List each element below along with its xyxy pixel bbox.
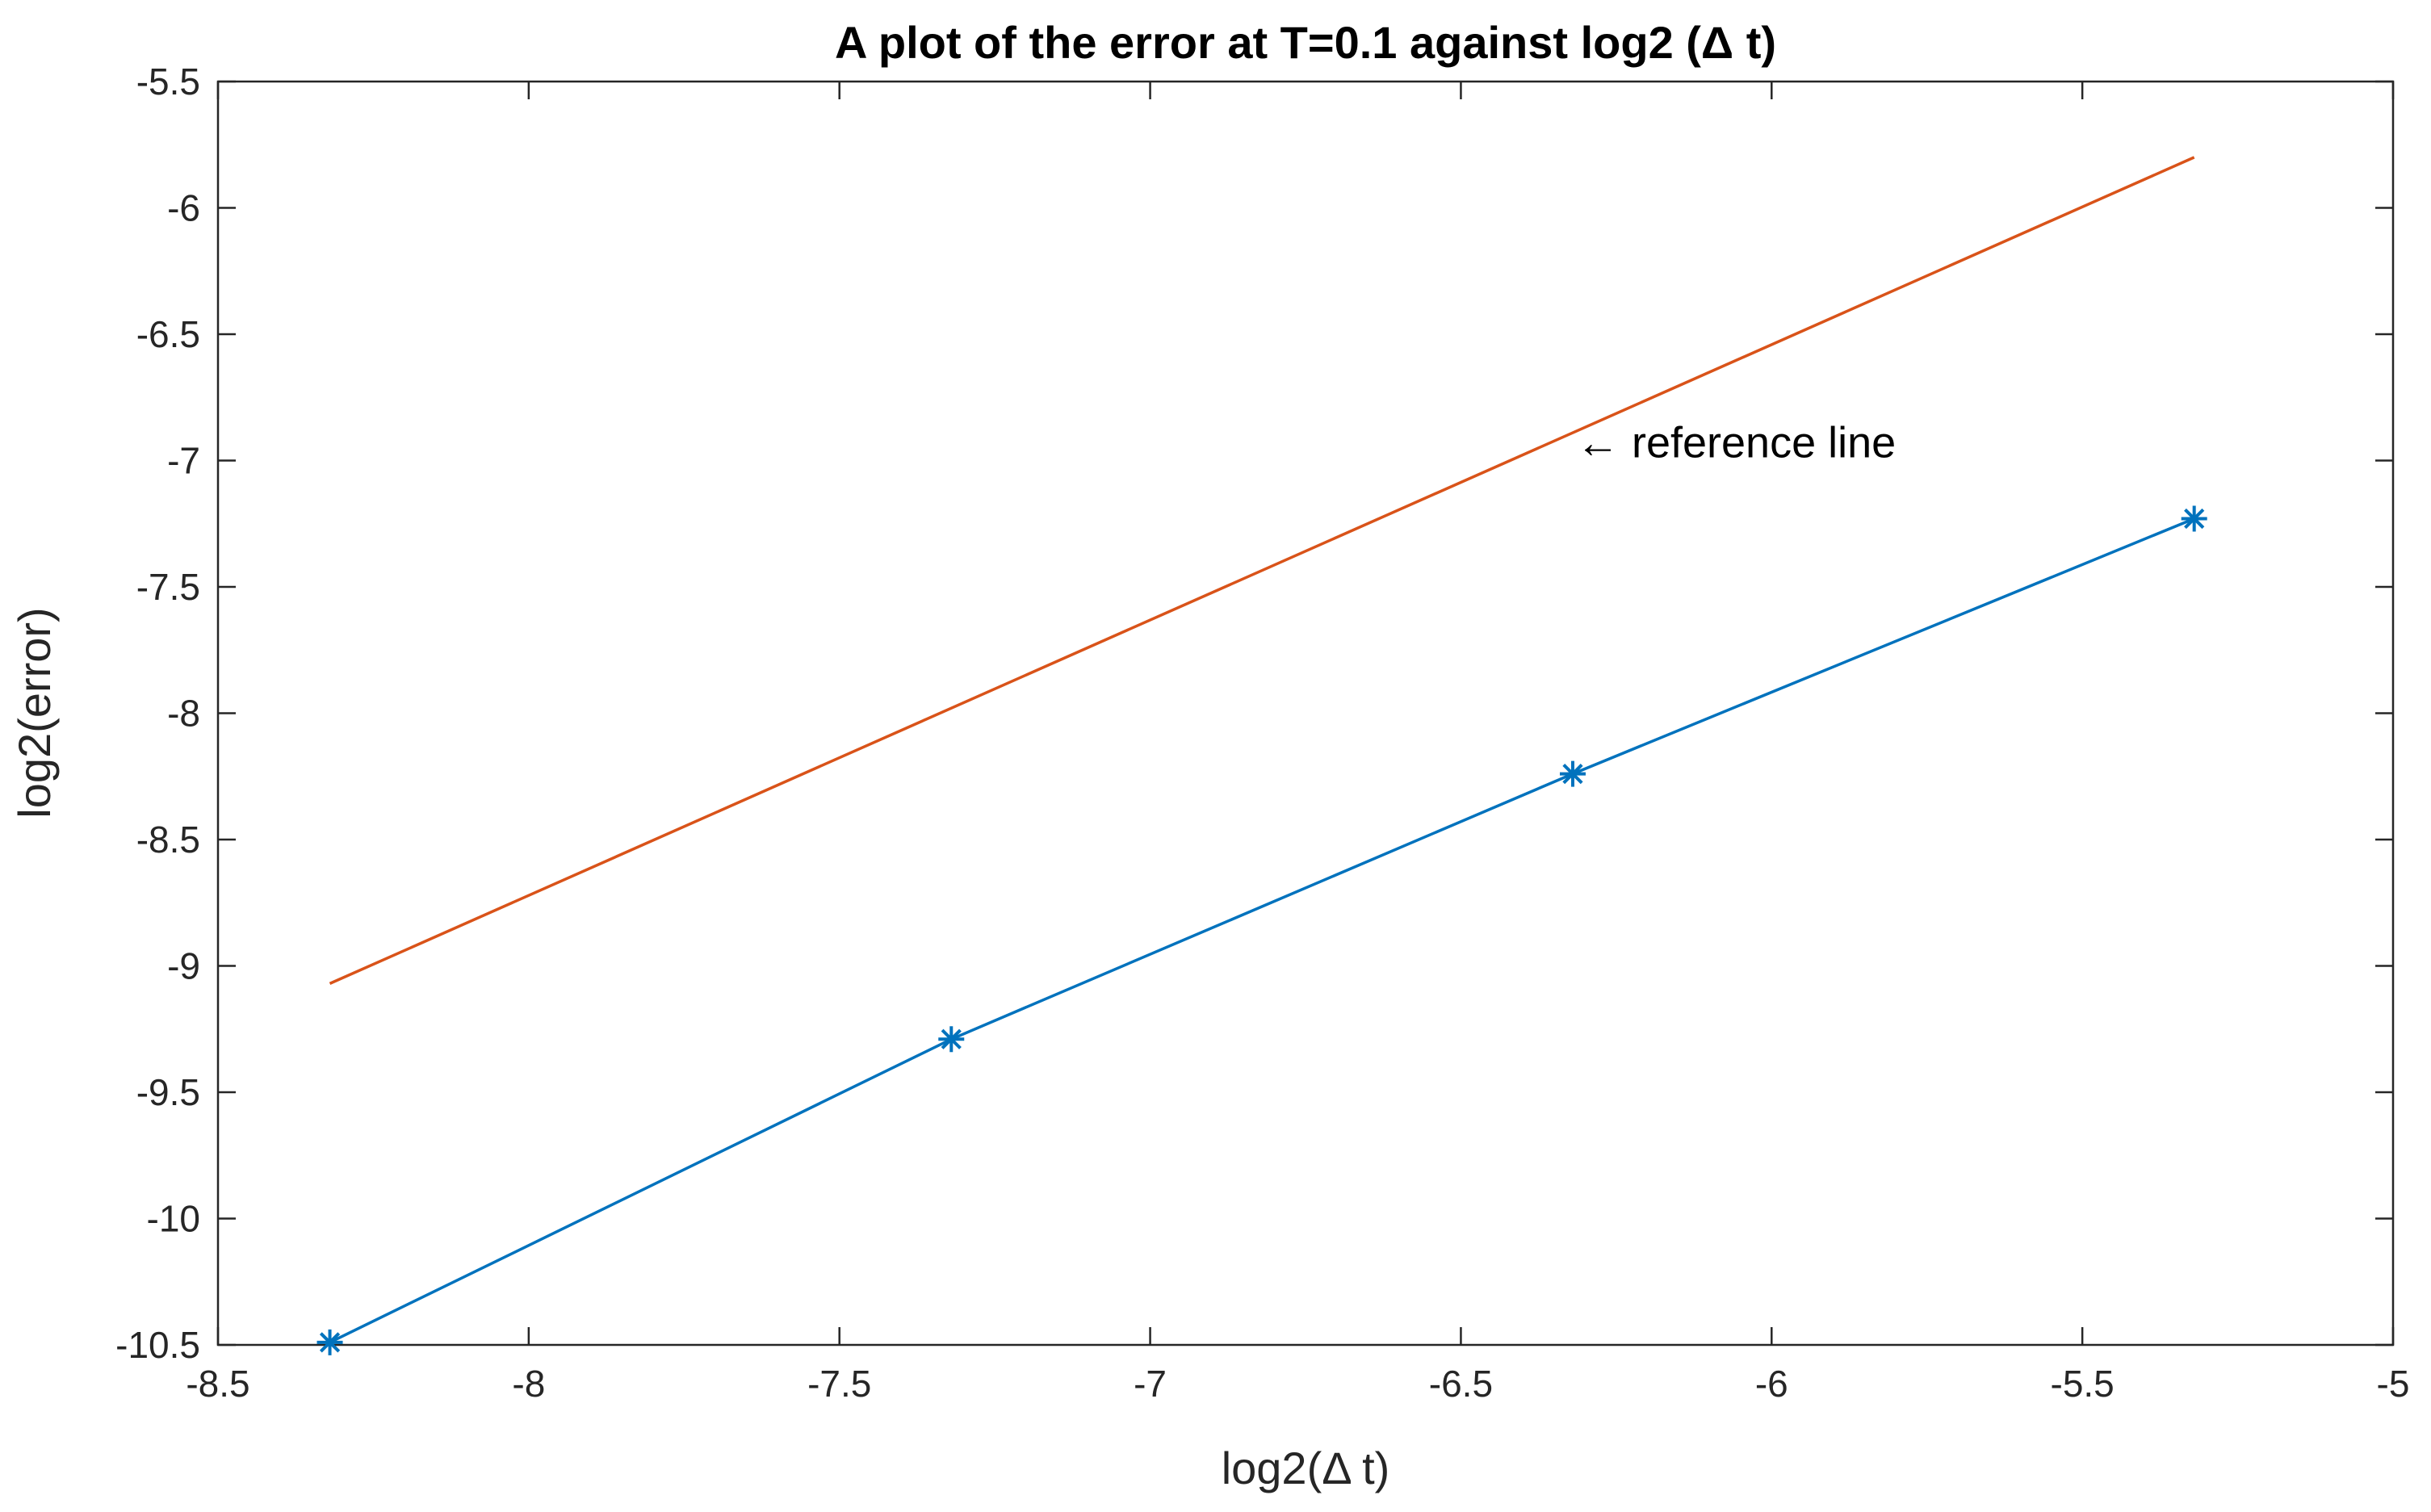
y-tick-label: -9 (167, 945, 200, 987)
series-2-line (329, 156, 2195, 985)
y-tick-label: -9.5 (136, 1071, 200, 1113)
chart-title: A plot of the error at T=0.1 against log… (835, 17, 1776, 68)
y-tick-label: -10 (147, 1198, 200, 1240)
series-1-line (329, 517, 2195, 1344)
x-tick-label: -8.5 (186, 1363, 249, 1405)
x-tick-label: -6 (1755, 1363, 1788, 1405)
ticks-layer: -8.5 -8 -7.5 -7 -6.5 -6 -5.5 -5 -10.5 -10 -9.5 -9 -8… (115, 61, 2409, 1405)
y-tick-label: -6 (167, 187, 200, 229)
x-tick-label: -6.5 (1429, 1363, 1493, 1405)
x-axis-label: log2(Δ t) (1222, 1443, 1390, 1493)
y-tick-label: -8 (167, 693, 200, 735)
y-tick-label: -10.5 (115, 1324, 200, 1366)
y-tick-label: -7.5 (136, 566, 200, 608)
x-tick-label: -8 (512, 1363, 545, 1405)
y-tick-label: -5.5 (136, 61, 200, 103)
y-tick-label: -7 (167, 440, 200, 482)
x-tick-label: -7.5 (807, 1363, 871, 1405)
series-layer (316, 156, 2207, 1355)
reference-line-annotation: ← reference line (1576, 419, 1896, 467)
y-tick-label: -8.5 (136, 819, 200, 861)
x-tick-label: -7 (1134, 1363, 1167, 1405)
x-tick-label: -5 (2377, 1363, 2410, 1405)
y-axis-label: log2(error) (9, 607, 60, 818)
plot-area-border (216, 80, 2395, 1347)
series-1-marker (1559, 760, 1586, 787)
series-1-marker (938, 1026, 965, 1053)
x-tick-label: -5.5 (2051, 1363, 2115, 1405)
y-tick-label: -6.5 (136, 313, 200, 355)
series-1-marker (2181, 505, 2207, 532)
series-1-marker (316, 1329, 343, 1355)
